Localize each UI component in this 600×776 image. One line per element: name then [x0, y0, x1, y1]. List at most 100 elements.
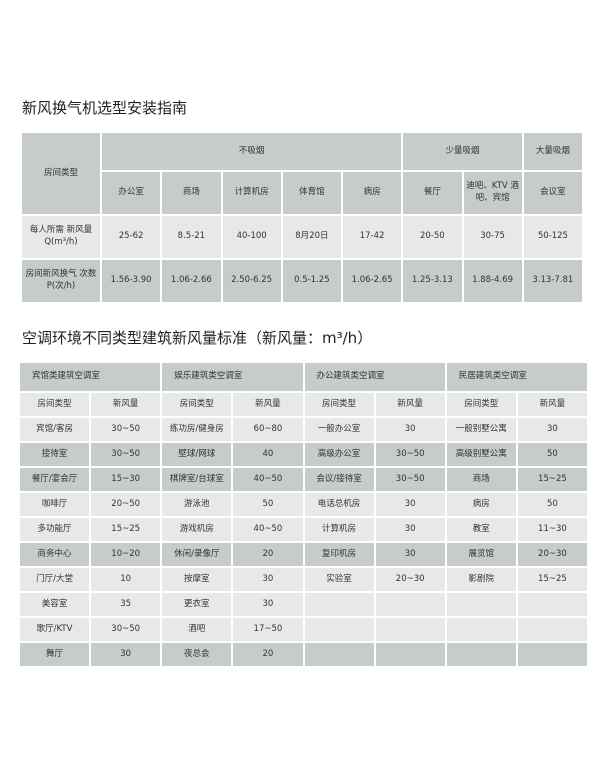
room-type-cell: 会议/接待室 [304, 468, 374, 491]
room-type-cell [446, 618, 516, 641]
category-header: 宾馆类建筑空调室 [20, 363, 161, 391]
selection-guide-table: 房间类型 不吸烟 少量吸烟 大量吸烟 办公室 商场 计算机房 体育馆 病房 餐厅 迪吧、KTV 酒吧… [20, 131, 584, 304]
fresh-air-cell: 30~50 [91, 443, 161, 466]
group-header: 不吸烟 [102, 133, 402, 170]
fresh-air-cell: 30 [233, 568, 303, 591]
table-row: 门厅/大堂 10 按摩室 30 实验室 20~30 影剧院 15~25 [20, 568, 587, 591]
room-header-row: 办公室 商场 计算机房 体育馆 病房 餐厅 迪吧、KTV 酒吧、宾馆 会议室 [22, 172, 582, 214]
room-header: 餐厅 [403, 172, 462, 214]
fresh-air-cell [517, 593, 587, 616]
fresh-air-cell: 15~30 [91, 468, 161, 491]
room-type-cell: 教室 [446, 518, 516, 541]
table-row: 歌厅/KTV 30~50 酒吧 17~50 [20, 618, 587, 641]
room-type-cell: 复印机房 [304, 543, 374, 566]
standard-title: 空调环境不同类型建筑新风量标准（新风量：m³/h） [22, 329, 373, 347]
room-type-cell: 多功能厅 [20, 518, 90, 541]
room-header: 会议室 [523, 172, 582, 214]
room-type-cell: 休闲/录像厅 [162, 543, 232, 566]
table-row: 每人所需 新风量Q(m³/h) 25-62 8.5-21 40-100 8月20日 17-… [22, 216, 582, 258]
fresh-air-cell: 30~50 [375, 443, 445, 466]
room-type-header: 房间类型 [304, 393, 374, 416]
room-type-cell: 商场 [446, 468, 516, 491]
fresh-air-cell: 30 [233, 593, 303, 616]
table-row: 多功能厅 15~25 游戏机房 40~50 计算机房 30 教室 11~30 [20, 518, 587, 541]
room-type-cell: 歌厅/KTV [20, 618, 90, 641]
value-cell: 50-125 [523, 216, 582, 258]
value-cell: 2.50-6.25 [222, 260, 281, 302]
room-type-cell: 舞厅 [20, 643, 90, 666]
group-header: 大量吸烟 [523, 133, 582, 170]
fresh-air-cell: 60~80 [233, 418, 303, 441]
room-type-cell [446, 593, 516, 616]
room-type-cell: 病房 [446, 493, 516, 516]
fresh-air-cell: 15~25 [91, 518, 161, 541]
category-header: 民居建筑类空调室 [446, 363, 587, 391]
fresh-air-cell: 30 [517, 418, 587, 441]
fresh-air-cell: 50 [517, 493, 587, 516]
fresh-air-cell [375, 643, 445, 666]
fresh-air-cell: 20 [233, 543, 303, 566]
fresh-air-header: 新风量 [517, 393, 587, 416]
value-cell: 25-62 [102, 216, 161, 258]
fresh-air-cell: 30~50 [375, 468, 445, 491]
room-type-cell: 门厅/大堂 [20, 568, 90, 591]
room-type-cell: 高级办公室 [304, 443, 374, 466]
room-type-header: 房间类型 [446, 393, 516, 416]
room-type-header: 房间类型 [22, 133, 100, 214]
fresh-air-cell: 40 [233, 443, 303, 466]
room-header: 病房 [343, 172, 402, 214]
fresh-air-cell: 30~50 [91, 618, 161, 641]
fresh-air-cell: 40~50 [233, 518, 303, 541]
value-cell: 1.25-3.13 [403, 260, 462, 302]
room-type-cell: 计算机房 [304, 518, 374, 541]
value-cell: 3.13-7.81 [523, 260, 582, 302]
room-header: 计算机房 [222, 172, 281, 214]
room-header: 商场 [162, 172, 221, 214]
fresh-air-cell: 30~50 [91, 418, 161, 441]
table-row: 接待室 30~50 壁球/网球 40 高级办公室 30~50 高级别墅公寓 50 [20, 443, 587, 466]
room-type-header: 房间类型 [162, 393, 232, 416]
room-type-header: 房间类型 [20, 393, 90, 416]
fresh-air-cell: 30 [375, 543, 445, 566]
room-type-cell: 咖啡厅 [20, 493, 90, 516]
fresh-air-header: 新风量 [233, 393, 303, 416]
room-type-cell: 游戏机房 [162, 518, 232, 541]
value-cell: 20-50 [403, 216, 462, 258]
fresh-air-cell [375, 593, 445, 616]
table-row: 舞厅 30 夜总会 20 [20, 643, 587, 666]
fresh-air-cell: 30 [375, 493, 445, 516]
room-type-cell: 商务中心 [20, 543, 90, 566]
room-type-cell: 宾馆/客房 [20, 418, 90, 441]
row-label: 房间新风换气 次数P(次/h) [22, 260, 100, 302]
table-row: 美容室 35 更衣室 30 [20, 593, 587, 616]
table-row: 咖啡厅 20~50 游泳池 50 电话总机房 30 病房 50 [20, 493, 587, 516]
fresh-air-header: 新风量 [91, 393, 161, 416]
fresh-air-cell: 30 [375, 518, 445, 541]
fresh-air-cell: 11~30 [517, 518, 587, 541]
room-type-cell [304, 643, 374, 666]
table-row: 餐厅/宴会厅 15~30 棋牌室/台球室 40~50 会议/接待室 30~50 商场 15~2… [20, 468, 587, 491]
room-type-cell: 棋牌室/台球室 [162, 468, 232, 491]
value-cell: 0.5-1.25 [282, 260, 341, 302]
room-type-cell: 高级别墅公寓 [446, 443, 516, 466]
category-header-row: 宾馆类建筑空调室 娱乐建筑类空调室 办公建筑类空调室 民居建筑类空调室 [20, 363, 587, 391]
column-header-row: 房间类型 新风量 房间类型 新风量 房间类型 新风量 房间类型 新风量 [20, 393, 587, 416]
room-type-cell: 壁球/网球 [162, 443, 232, 466]
fresh-air-cell: 15~25 [517, 568, 587, 591]
room-type-cell: 展览馆 [446, 543, 516, 566]
value-cell: 30-75 [463, 216, 522, 258]
fresh-air-cell: 20~50 [91, 493, 161, 516]
table-row: 房间新风换气 次数P(次/h) 1.56-3.90 1.06-2.66 2.50-6.… [22, 260, 582, 302]
fresh-air-cell [375, 618, 445, 641]
room-type-cell: 美容室 [20, 593, 90, 616]
room-header: 办公室 [102, 172, 161, 214]
fresh-air-standard-table: 宾馆类建筑空调室 娱乐建筑类空调室 办公建筑类空调室 民居建筑类空调室 房间类型 新风量房… [18, 361, 589, 668]
fresh-air-header: 新风量 [375, 393, 445, 416]
table-row: 商务中心 10~20 休闲/录像厅 20 复印机房 30 展览馆 20~30 [20, 543, 587, 566]
room-type-cell: 一般别墅公寓 [446, 418, 516, 441]
room-type-cell: 电话总机房 [304, 493, 374, 516]
fresh-air-cell: 30 [91, 643, 161, 666]
fresh-air-cell [517, 618, 587, 641]
room-type-cell: 一般办公室 [304, 418, 374, 441]
value-cell: 8.5-21 [162, 216, 221, 258]
